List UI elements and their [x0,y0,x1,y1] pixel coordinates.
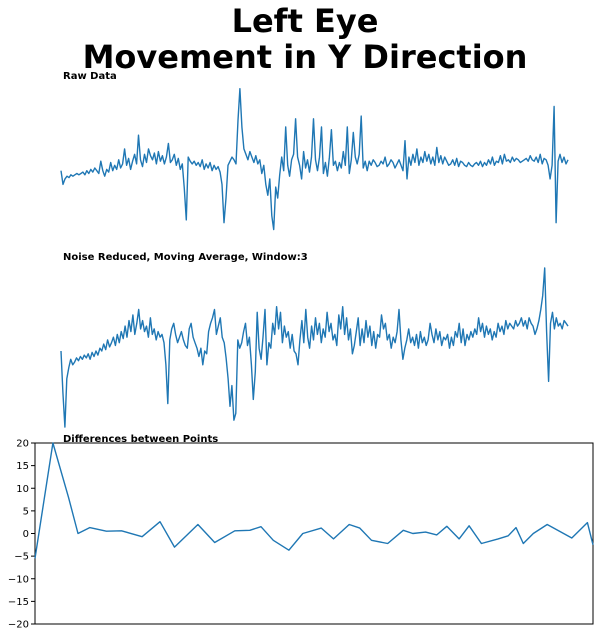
y-tick-label: 0 [23,529,29,540]
y-tick-label: 5 [23,506,29,517]
differences-title: Differences between Points [63,434,218,445]
y-tick-label: 20 [16,439,29,450]
noise-reduced-line [60,267,569,428]
raw-data-line [60,87,569,231]
y-tick-label: −20 [8,620,29,631]
noise-reduced-plot [60,267,569,428]
y-tick-label: 15 [16,461,29,472]
differences-line [34,442,594,559]
raw-data-plot [60,87,569,231]
noise-reduced-title: Noise Reduced, Moving Average, Window:3 [63,252,308,263]
figure-title-line2: Movement in Y Direction [83,38,528,76]
y-tick-label: −10 [8,574,29,585]
y-tick-label: 10 [16,484,29,495]
differences-axes-frame [34,442,594,625]
y-tick-label: −5 [14,552,29,563]
figure-title-line1: Left Eye [232,2,379,40]
y-tick-label: −15 [8,597,29,608]
raw-data-title: Raw Data [63,71,117,82]
differences-y-axis: 20 15 10 5 0 −5 −10 −15 −20 [8,439,35,631]
